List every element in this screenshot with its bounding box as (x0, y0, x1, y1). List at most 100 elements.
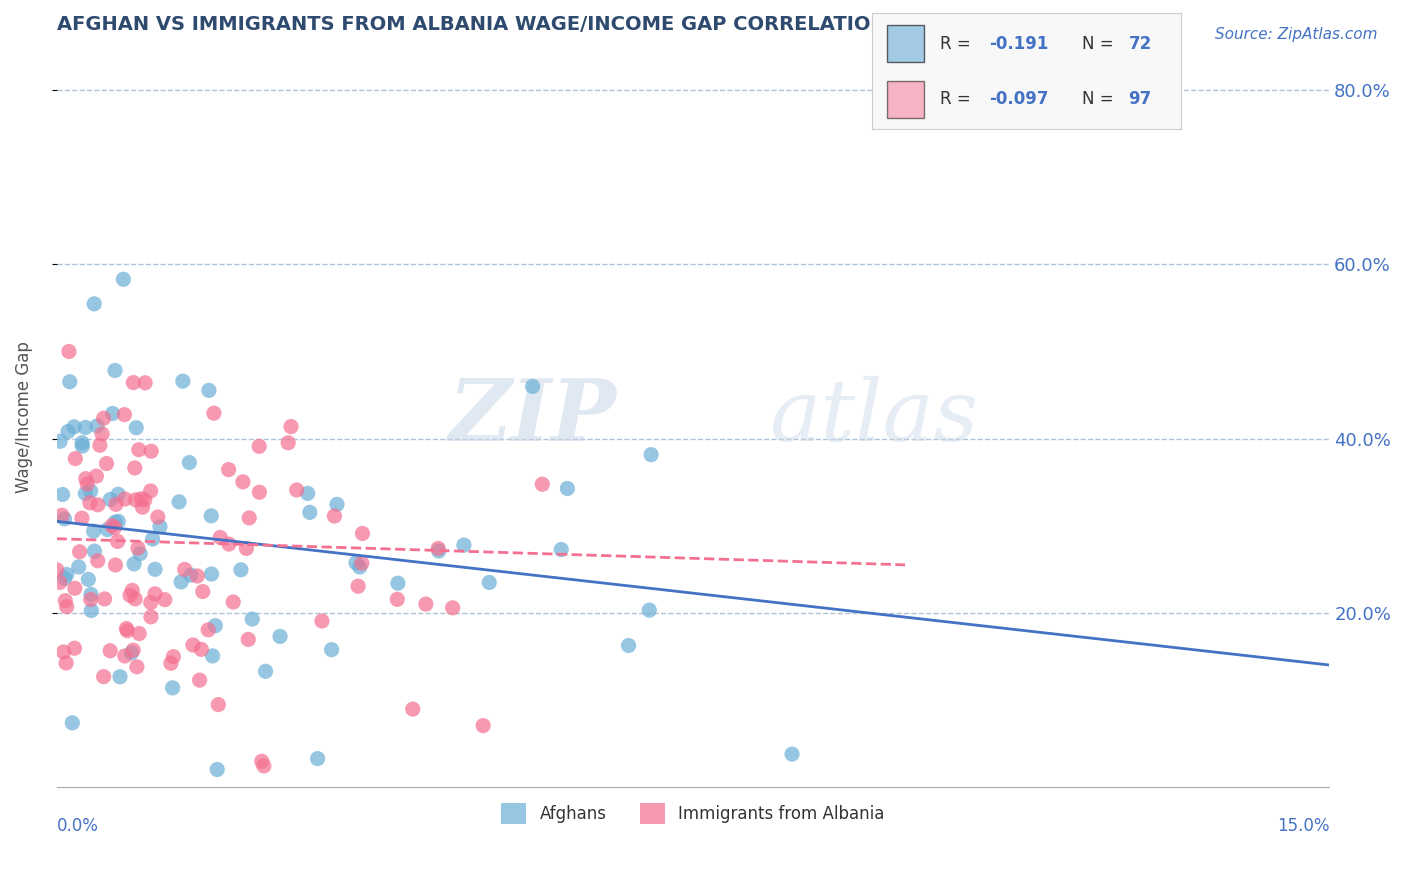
Point (269, 629, 291, 643)
Text: AFGHAN VS IMMIGRANTS FROM ALBANIA WAGE/INCOME GAP CORRELATION CHART: AFGHAN VS IMMIGRANTS FROM ALBANIA WAGE/I… (56, 15, 966, 34)
Point (202, 406, 225, 420)
Point (58, 344, 80, 359)
Point (86, 469, 108, 483)
Point (297, 486, 319, 500)
Point (240, 612, 263, 626)
Point (617, 639, 640, 653)
Point (347, 579, 370, 593)
Point (478, 575, 501, 590)
Point (122, 557, 145, 571)
Point (209, 531, 232, 545)
Point (45, 563, 67, 577)
Point (80, 592, 103, 607)
Point (77, 572, 100, 586)
Point (298, 505, 321, 519)
Point (117, 624, 139, 638)
Point (51, 508, 73, 523)
Point (280, 419, 302, 434)
Point (441, 600, 464, 615)
Point (235, 541, 257, 556)
Point (188, 673, 211, 687)
Text: N =: N = (1083, 90, 1119, 108)
Point (101, 407, 124, 421)
Point (104, 515, 127, 529)
Point (98, 492, 121, 507)
Point (53, 512, 76, 526)
Point (323, 509, 346, 524)
Point (387, 576, 409, 591)
Point (344, 556, 367, 570)
Point (75, 472, 97, 486)
Text: atlas: atlas (769, 376, 979, 458)
Point (87, 554, 110, 568)
Point (172, 374, 194, 388)
Point (254, 665, 277, 679)
Point (326, 497, 349, 511)
Point (70, 511, 93, 525)
Point (67, 560, 90, 574)
Point (125, 420, 148, 434)
Point (70, 435, 93, 450)
Point (75, 486, 97, 500)
Point (427, 541, 450, 556)
Point (142, 532, 165, 546)
Point (181, 638, 204, 652)
Point (72, 439, 94, 453)
Point (131, 500, 153, 515)
Point (149, 520, 172, 534)
Point (114, 648, 136, 663)
Text: -0.191: -0.191 (990, 35, 1049, 53)
Point (186, 569, 208, 583)
Point (55, 656, 77, 670)
Point (162, 681, 184, 695)
Point (180, 568, 202, 582)
Point (124, 591, 146, 606)
Point (349, 560, 371, 574)
Point (207, 698, 229, 712)
Point (122, 643, 145, 657)
Point (307, 751, 329, 765)
Point (247, 485, 270, 500)
Point (222, 595, 245, 609)
Point (124, 461, 146, 475)
Point (127, 541, 149, 555)
Y-axis label: Wage/Income Gap: Wage/Income Gap (15, 341, 32, 492)
Point (93, 411, 115, 425)
Point (638, 603, 661, 617)
Point (387, 592, 409, 607)
Point (173, 562, 195, 576)
Text: ZIP: ZIP (449, 375, 617, 458)
Point (143, 587, 166, 601)
Point (51, 487, 73, 501)
Point (122, 376, 145, 390)
Point (112, 408, 135, 422)
Point (93, 670, 115, 684)
Point (218, 462, 240, 476)
Point (311, 614, 333, 628)
Point (107, 487, 129, 501)
Point (198, 384, 221, 398)
Point (190, 642, 212, 657)
Point (350, 556, 373, 570)
Point (247, 439, 270, 453)
Point (191, 584, 214, 599)
Point (75, 420, 97, 434)
Point (129, 491, 152, 506)
Point (285, 483, 308, 497)
Point (522, 379, 544, 393)
Legend: Afghans, Immigrants from Albania: Afghans, Immigrants from Albania (495, 797, 891, 830)
Point (83, 297, 105, 311)
Point (80, 587, 103, 601)
Text: R =: R = (939, 35, 976, 53)
Text: 97: 97 (1129, 90, 1152, 108)
Point (167, 495, 190, 509)
Point (134, 492, 156, 507)
Point (63, 641, 86, 656)
Point (112, 272, 135, 286)
Point (218, 537, 240, 551)
Point (49, 434, 72, 449)
Text: 0.0%: 0.0% (56, 816, 98, 835)
Point (139, 483, 162, 498)
Point (55, 599, 77, 614)
Point (96, 523, 118, 537)
